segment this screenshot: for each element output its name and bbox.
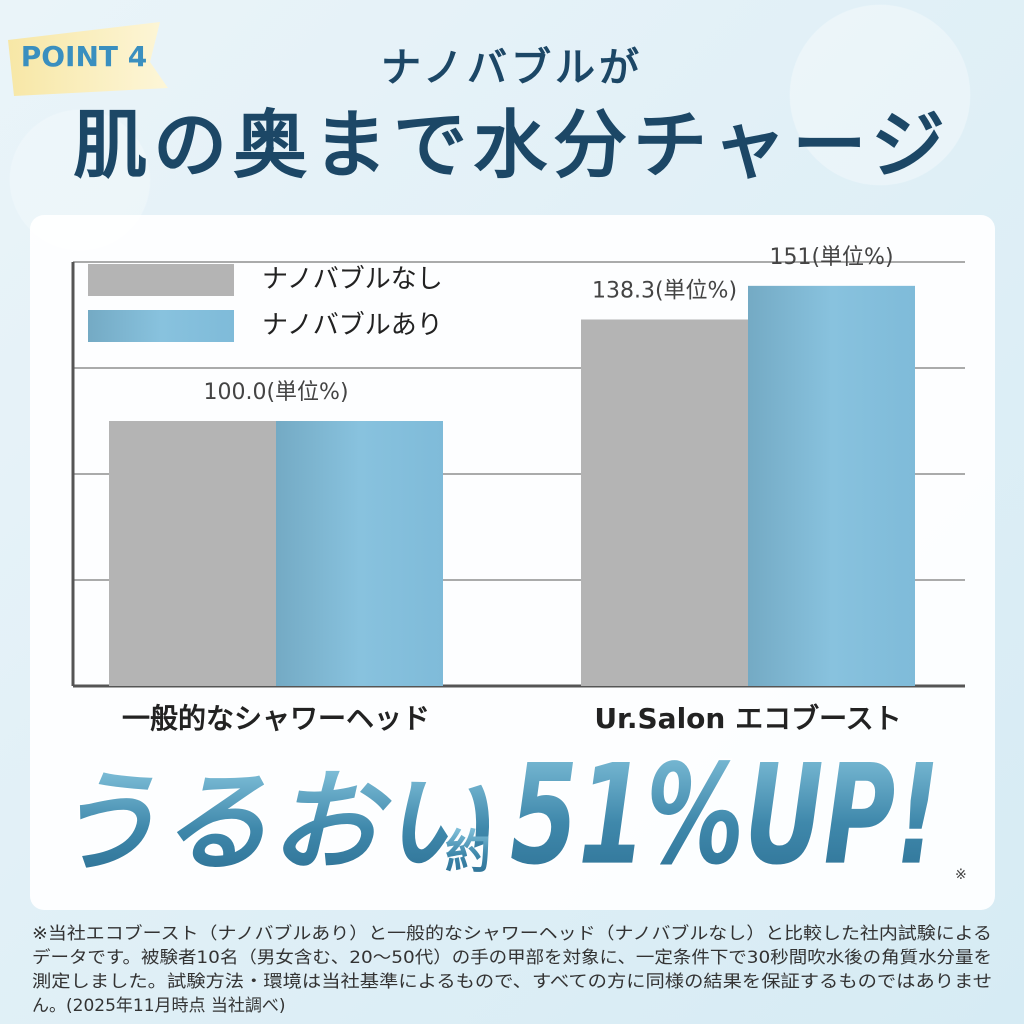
x-tick-label: 一般的なシャワーヘッド [122,702,430,735]
footnote-line: ん。(2025年11月時点 当社調べ) [32,996,286,1016]
data-label: 138.3(単位%) [592,279,737,304]
footnote: ※当社エコブースト（ナノバブルあり）と一般的なシャワーヘッド（ナノバブルなし）と… [32,923,992,1016]
bubble [789,4,971,186]
data-label: 100.0(単位%) [203,380,348,405]
bar [581,319,748,686]
headline-part2: 約 [445,825,491,879]
bar [276,421,443,686]
badge-ribbon [8,22,168,96]
bar [748,285,915,686]
footnote-line: データです。被験者10名（男女含む、20〜50代）の手の甲部を対象に、一定条件下… [32,947,992,968]
bar [109,421,276,686]
legend-swatch [88,310,234,342]
badge: POINT 4 [21,40,148,73]
chart-title: 肌の奥まで水分チャージ [73,103,951,189]
headline-mark: ※ [955,867,967,883]
footnote-line: 測定しました。試験方法・環境は当社基準によるもので、すべての方に同様の結果を保証… [32,972,992,992]
subtitle: ナノバブルが [381,45,643,91]
legend-label: ナノバブルなし [262,265,443,295]
headline-part3: 51%UP! [510,735,940,896]
x-tick-label: Ur.Salon エコブースト [594,702,901,735]
legend-label: ナノバブルあり [262,311,443,341]
legend-swatch [88,264,234,296]
headline-part1: うるおい [50,758,490,886]
bar-chart: 一般的なシャワーヘッド 100.0(単位%) Ur.Salon エコブースト 138.… [71,245,965,735]
data-label: 151(単位%) [769,245,893,270]
footnote-line: ※当社エコブースト（ナノバブルあり）と一般的なシャワーヘッド（ナノバブルなし）と… [32,923,992,944]
